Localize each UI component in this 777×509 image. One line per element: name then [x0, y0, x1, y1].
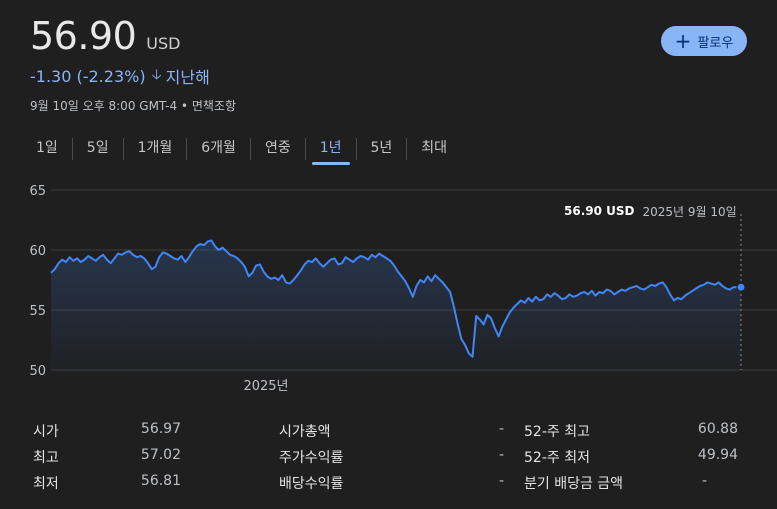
tooltip-value: 56.90 USD — [564, 204, 635, 218]
stat-high-label: 최고 — [33, 450, 59, 466]
stat-div-label: 배당수익률 — [279, 476, 344, 492]
range-tabs: 1일 5일 1개월 6개월 연중 1년 5년 최대 — [22, 136, 461, 165]
current-price: 56.90 — [30, 14, 137, 58]
tab-separator — [71, 138, 73, 160]
quote-timestamp: 9월 10일 오후 8:00 GMT-4 • 면책조항 — [30, 99, 236, 113]
y-tick-label: 50 — [29, 364, 46, 379]
stat-qdiv-value: - — [701, 473, 707, 489]
current-point-marker — [736, 282, 746, 292]
tab-separator — [304, 138, 306, 160]
tab-range-5[interactable]: 1년 — [306, 136, 356, 165]
tab-separator — [406, 138, 408, 160]
tab-range-1[interactable]: 5일 — [86, 140, 109, 156]
tab-separator — [186, 138, 188, 160]
plus-icon: + — [674, 29, 692, 53]
stat-div-value: - — [498, 473, 504, 489]
stat-52wk-low-label: 52-주 최저 — [524, 450, 590, 466]
tab-separator — [355, 138, 357, 160]
arrow-down-icon: 🡣 — [151, 67, 162, 83]
price-line — [50, 239, 741, 358]
y-tick-label: 60 — [29, 244, 46, 259]
stats-row-1: 시가 56.97 시가총액 - 52-주 최고 60.88 — [0, 421, 777, 447]
price-header: 56.90 USD — [30, 14, 180, 58]
stat-qdiv-label: 분기 배당금 금액 — [524, 476, 624, 492]
stat-low-value: 56.81 — [140, 473, 181, 489]
price-change: -1.30 (-2.23%) 🡣 지난해 — [30, 64, 210, 88]
change-period: 지난해 — [165, 68, 210, 87]
stat-pe-value: - — [498, 447, 504, 463]
stat-high-value: 57.02 — [140, 447, 181, 463]
tab-range-0[interactable]: 1일 — [36, 140, 58, 156]
stat-52wk-high-value: 60.88 — [697, 421, 738, 437]
stat-52wk-high-label: 52-주 최고 — [524, 424, 590, 440]
follow-button-label: 팔로우 — [697, 35, 734, 51]
y-tick-label: 65 — [29, 184, 46, 199]
tab-separator — [249, 138, 251, 160]
stats-row-3: 최저 56.81 배당수익률 - 분기 배당금 금액 - — [0, 473, 777, 499]
stat-mktcap-value: - — [498, 421, 504, 437]
tooltip-date: 2025년 9월 10일 — [642, 204, 737, 219]
stats-row-2: 최고 57.02 주가수익률 - 52-주 최저 49.94 — [0, 447, 777, 473]
stat-52wk-low-value: 49.94 — [697, 447, 738, 463]
stat-pe-label: 주가수익률 — [279, 450, 344, 466]
y-tick-label: 55 — [29, 304, 46, 319]
x-tick-label: 2025년 — [243, 379, 288, 394]
tab-range-4[interactable]: 연중 — [264, 140, 291, 156]
stat-low-label: 최저 — [33, 476, 59, 492]
price-chart[interactable]: 65 60 55 50 2025년 — [0, 176, 777, 402]
price-area — [51, 240, 741, 372]
tab-separator — [122, 138, 124, 160]
tab-range-7[interactable]: 최대 — [421, 140, 448, 156]
stat-open-value: 56.97 — [140, 421, 181, 437]
follow-button[interactable]: + 팔로우 — [661, 26, 747, 56]
change-value: -1.30 (-2.23%) — [30, 66, 146, 86]
tab-range-6[interactable]: 5년 — [370, 140, 393, 156]
tab-range-3[interactable]: 6개월 — [201, 140, 236, 156]
currency-label: USD — [146, 34, 181, 53]
stat-mktcap-label: 시가총액 — [279, 424, 331, 440]
chart-tooltip: 56.90 USD 2025년 9월 10일 — [554, 196, 740, 226]
stat-open-label: 시가 — [33, 424, 59, 440]
tab-range-2[interactable]: 1개월 — [137, 140, 173, 156]
